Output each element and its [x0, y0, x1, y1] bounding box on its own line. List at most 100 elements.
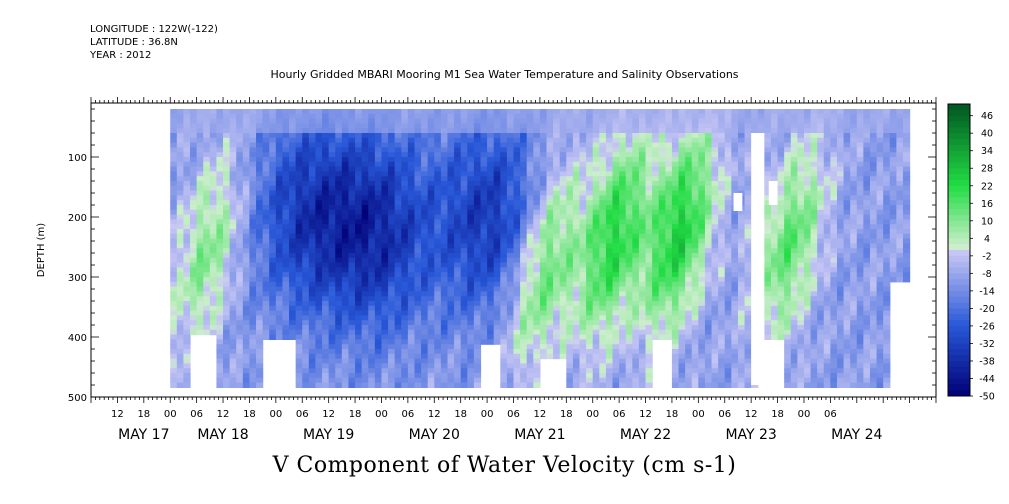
heat-cell — [586, 329, 594, 336]
heat-cell — [275, 243, 284, 249]
heat-cell — [671, 123, 680, 129]
heat-cell — [361, 344, 369, 350]
heat-cell — [322, 377, 330, 384]
heat-cell — [447, 329, 455, 336]
heat-cell — [348, 229, 356, 235]
heat-cell — [289, 233, 297, 240]
heat-cell — [335, 205, 343, 211]
heat-cell — [275, 200, 284, 206]
heat-cell — [394, 219, 402, 225]
heat-cell — [500, 181, 508, 187]
heat-cell — [539, 296, 548, 302]
heat-cell — [249, 113, 257, 120]
heat-cell — [414, 123, 422, 129]
heat-cell — [467, 277, 475, 283]
heat-cell — [229, 320, 237, 326]
heat-cell — [612, 113, 620, 120]
heat-cell — [176, 176, 185, 182]
heat-cell — [368, 329, 376, 336]
heat-cell — [434, 353, 442, 360]
heat-cell — [480, 320, 488, 326]
heat-cell — [176, 339, 185, 345]
heat-cell — [586, 123, 594, 129]
heat-cell — [625, 339, 633, 345]
heat-cell — [269, 243, 277, 249]
heat-cell — [731, 142, 739, 148]
heat-cell — [599, 128, 607, 134]
heat-cell — [401, 200, 409, 206]
heat-cell — [289, 200, 297, 206]
heat-cell — [176, 267, 185, 273]
heat-cell — [460, 113, 468, 120]
heat-cell — [170, 152, 178, 158]
heat-cell — [520, 291, 528, 297]
heat-cell — [487, 248, 495, 254]
heat-cell — [572, 329, 581, 336]
heat-cell — [539, 329, 548, 336]
heat-cell — [737, 377, 746, 384]
heat-cell — [414, 368, 422, 374]
heat-cell — [566, 200, 574, 206]
heat-cell — [440, 171, 449, 177]
heat-cell — [242, 382, 251, 388]
heat-cell — [216, 368, 224, 374]
heat-cell — [652, 305, 660, 312]
heat-cell — [289, 137, 297, 144]
heat-cell — [269, 257, 277, 264]
heat-cell — [605, 291, 614, 297]
heat-cell — [421, 358, 429, 364]
heat-cell — [559, 315, 567, 321]
heat-cell — [724, 334, 732, 340]
heat-cell — [592, 152, 600, 158]
heat-cell — [341, 301, 350, 307]
heat-cell — [335, 358, 343, 364]
heat-cell — [196, 166, 204, 172]
heat-cell — [473, 113, 482, 120]
heat-cell — [223, 205, 231, 211]
heat-cell — [526, 205, 534, 211]
heat-cell — [434, 320, 442, 326]
heat-cell — [744, 325, 752, 331]
heat-cell — [289, 123, 297, 129]
heat-cell — [500, 171, 508, 177]
heat-cell — [539, 133, 548, 139]
heat-cell — [308, 137, 317, 144]
heat-cell — [275, 113, 284, 120]
heat-cell — [698, 315, 706, 321]
heat-cell — [394, 320, 402, 326]
heat-cell — [302, 368, 310, 374]
heat-cell — [671, 181, 680, 187]
heat-cell — [473, 123, 482, 129]
heat-cell — [262, 320, 270, 326]
heat-cell — [685, 181, 693, 187]
heat-cell — [170, 329, 178, 336]
heat-cell — [506, 315, 515, 321]
heat-cell — [645, 181, 653, 187]
heat-cell — [526, 325, 534, 331]
heat-cell — [718, 200, 726, 206]
heat-cell — [328, 113, 336, 120]
heat-cell — [308, 320, 317, 326]
heat-cell — [612, 147, 620, 153]
heat-cell — [322, 209, 330, 216]
heat-cell — [724, 238, 732, 244]
heat-cell — [619, 344, 627, 350]
heat-cell — [454, 190, 462, 196]
heat-cell — [256, 257, 264, 264]
heat-cell — [500, 224, 508, 230]
heat-cell — [256, 224, 264, 230]
heat-cell — [612, 281, 620, 288]
heat-cell — [407, 214, 416, 220]
heat-cell — [236, 171, 244, 177]
heat-cell — [566, 137, 574, 144]
heat-cell — [599, 248, 607, 254]
heat-cell — [500, 296, 508, 302]
heat-cell — [440, 209, 449, 216]
heat-cell — [493, 301, 501, 307]
heat-cell — [328, 272, 336, 278]
heat-cell — [704, 219, 713, 225]
heat-cell — [308, 176, 317, 182]
heat-cell — [381, 171, 389, 177]
heat-cell — [500, 272, 508, 278]
heat-cell — [454, 147, 462, 153]
